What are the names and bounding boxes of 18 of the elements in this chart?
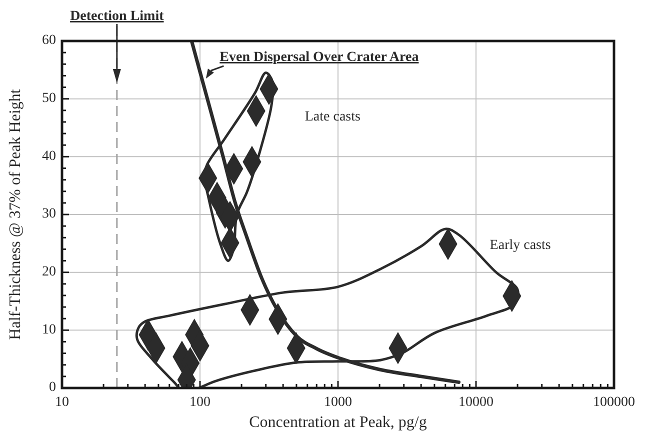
x-axis-title: Concentration at Peak, pg/g <box>249 414 427 431</box>
x-tick-label: 1000 <box>324 395 352 410</box>
x-tick-label: 100000 <box>593 395 635 410</box>
series-label: Even Dispersal Over Crater Area <box>220 50 419 65</box>
y-tick-label: 60 <box>42 33 56 48</box>
x-tick-label: 10000 <box>458 395 494 410</box>
x-tick-label: 10 <box>55 395 69 410</box>
y-tick-label: 50 <box>42 91 56 106</box>
annotation: Late casts <box>304 110 360 125</box>
y-tick-label: 10 <box>42 322 56 338</box>
y-tick-label: 0 <box>49 380 56 396</box>
y-tick-label: 30 <box>42 206 56 222</box>
annotation: Early casts <box>490 238 551 253</box>
ref-line-label: Detection Limit <box>70 9 164 24</box>
y-axis-title: Half-Thickness @ 37% of Peak Height <box>7 88 24 340</box>
y-tick-label: 20 <box>42 264 56 280</box>
x-tick-label: 100 <box>190 395 210 410</box>
y-tick-label: 40 <box>42 148 56 164</box>
